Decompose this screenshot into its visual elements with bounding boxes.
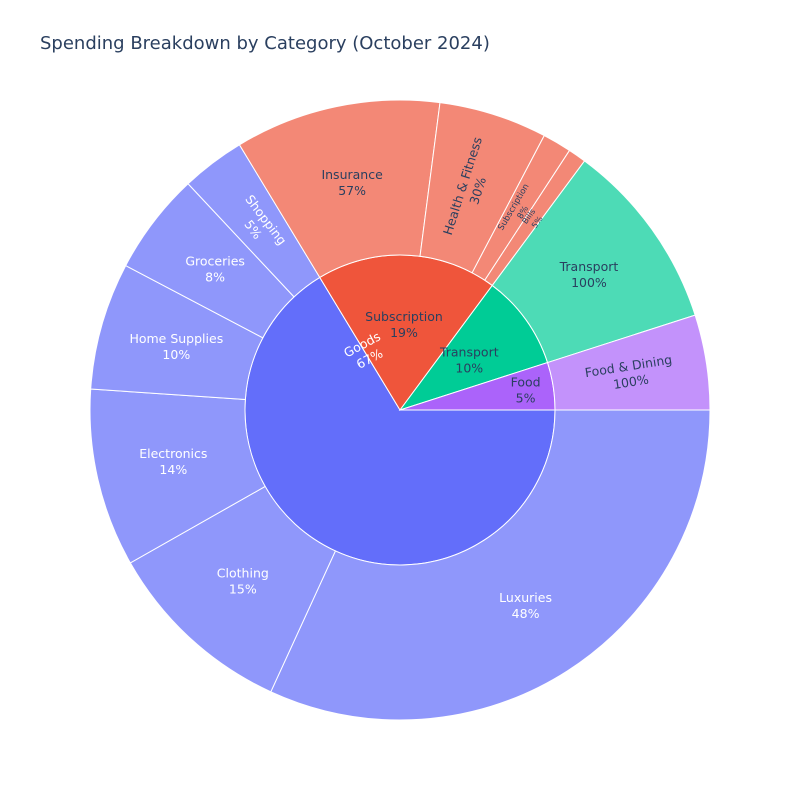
segment-transport-percent: 10% — [455, 361, 483, 376]
segment-goods-home-supplies-name: Home Supplies — [129, 331, 223, 346]
segment-subscription-insurance-name: Insurance — [321, 167, 383, 182]
segment-transport-name: Transport — [439, 345, 499, 360]
segment-goods-groceries-label: Groceries 8% — [185, 253, 245, 284]
chart-title: Spending Breakdown by Category (October … — [40, 33, 490, 54]
segment-transport-transport-name: Transport — [559, 259, 619, 274]
segment-goods-clothing[interactable] — [129, 485, 337, 693]
segment-goods-home-supplies-label: Home Supplies 10% — [129, 331, 223, 362]
segment-subscription-label: Subscription 19% — [365, 309, 443, 340]
segment-goods-electronics-percent: 14% — [159, 462, 187, 477]
segment-goods-home-supplies-percent: 10% — [162, 347, 190, 362]
segment-transport-transport[interactable] — [491, 160, 696, 364]
segment-goods-luxuries-name: Luxuries — [499, 590, 552, 605]
segment-goods-luxuries[interactable] — [270, 409, 711, 721]
segment-goods-groceries-name: Groceries — [185, 253, 245, 268]
segment-goods-clothing-name: Clothing — [217, 566, 269, 581]
segment-food-label: Food 5% — [511, 375, 541, 406]
segment-food-percent: 5% — [516, 391, 536, 406]
segment-goods-clothing-label: Clothing 15% — [217, 566, 269, 597]
segment-goods-electronics-name: Electronics — [139, 446, 207, 461]
segment-goods-luxuries-label: Luxuries 48% — [499, 590, 552, 621]
segment-transport-label: Transport 10% — [439, 345, 499, 376]
segment-goods-electronics[interactable] — [89, 388, 266, 564]
segment-transport-transport-label: Transport 100% — [559, 259, 619, 290]
segment-goods-groceries-percent: 8% — [205, 269, 225, 284]
segment-subscription-insurance-percent: 57% — [338, 183, 366, 198]
segment-goods-electronics-label: Electronics 14% — [139, 446, 207, 477]
segment-transport-transport-percent: 100% — [571, 275, 607, 290]
segment-food-food-and-dining[interactable] — [546, 314, 711, 411]
segment-food-name: Food — [511, 375, 541, 390]
segment-food-food-and-dining-percent: 100% — [612, 372, 650, 392]
segment-goods-groceries[interactable] — [125, 183, 295, 339]
segment-goods-luxuries-percent: 48% — [512, 606, 540, 621]
segment-subscription-insurance[interactable] — [238, 99, 441, 279]
segment-subscription-insurance-label: Insurance 57% — [321, 167, 383, 198]
segment-goods-clothing-percent: 15% — [229, 582, 257, 597]
segment-subscription-name: Subscription — [365, 309, 443, 324]
segment-subscription-percent: 19% — [390, 325, 418, 340]
